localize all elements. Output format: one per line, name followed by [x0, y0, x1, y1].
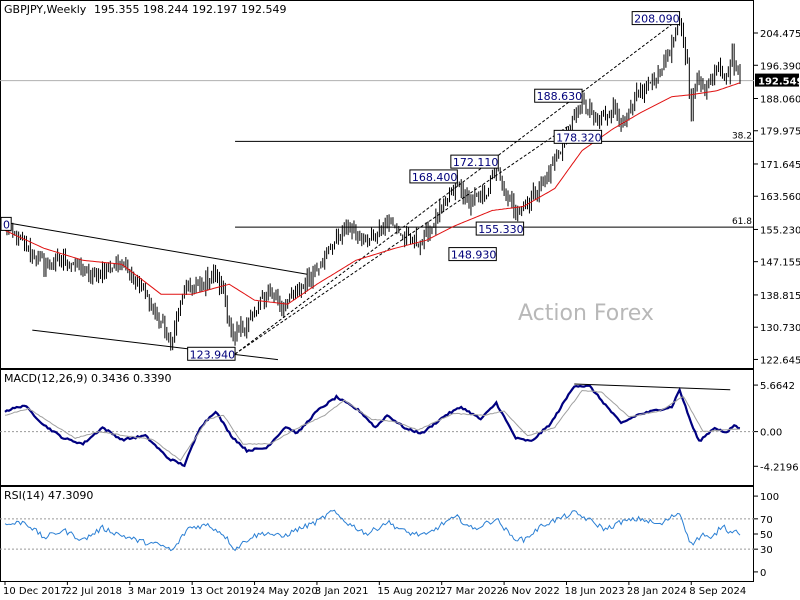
time-axis-label: 15 Aug 2021 — [377, 586, 441, 597]
moving-average-line — [4, 82, 741, 305]
macd-axis-label: 0.00 — [760, 428, 782, 439]
macd-line — [4, 384, 741, 468]
price-axis-label: 138.815 — [760, 291, 800, 302]
rsi-axis-label: 30 — [760, 545, 773, 556]
price-axis-label: 130.730 — [760, 323, 800, 334]
price-axis-label: 179.975 — [760, 127, 800, 138]
macd-axis-label: -4.2196 — [760, 462, 799, 473]
price-level-label: 178.320 — [556, 131, 602, 144]
macd-panel-frame — [0, 369, 754, 486]
current-price-label: 192.549 — [758, 77, 800, 88]
price-axis-label: 155.230 — [760, 225, 800, 236]
price-level-box — [631, 11, 681, 26]
fib-level-label: 38.2 — [732, 131, 752, 141]
time-axis-label: 13 Oct 2019 — [190, 586, 252, 597]
price-level-label: 148.930 — [451, 249, 497, 262]
price-level-box — [0, 216, 12, 231]
time-axis-label: 24 May 2020 — [253, 586, 318, 597]
price-axis-label: 171.645 — [760, 160, 800, 171]
time-axis-label: 3 Jan 2021 — [315, 586, 369, 597]
current-price-tag — [755, 73, 799, 87]
rising-channel-line — [234, 18, 680, 355]
time-axis-label: 6 Nov 2022 — [502, 586, 560, 597]
price-panel: 38.2 61.8 208.090 188.630 178.320 172.110 168.… — [0, 11, 754, 361]
price-level-box — [448, 247, 497, 262]
time-axis-label: 22 Jul 2018 — [65, 586, 122, 597]
time-axis-label: 28 Jan 2024 — [627, 586, 687, 597]
price-level-box — [534, 88, 583, 103]
ohlc-label: 195.355 198.244 192.197 192.549 — [94, 3, 286, 16]
price-level-box — [187, 346, 236, 361]
macd-signal-line — [4, 389, 741, 462]
price-level-box — [409, 169, 458, 184]
macd-panel — [0, 383, 754, 468]
falling-channel-line — [4, 221, 308, 275]
price-level-label: 0 — [3, 218, 10, 231]
macd-title: MACD(12,26,9) 0.3436 0.3390 — [4, 372, 172, 385]
price-level-label: 155.330 — [478, 223, 524, 236]
rsi-axis-label: 50 — [760, 530, 773, 541]
falling-channel-line — [32, 329, 279, 361]
rsi-title: RSI(14) 47.3090 — [4, 489, 93, 502]
time-axis-label: 10 Dec 2017 — [3, 586, 67, 597]
rsi-axis: 100 70 50 30 0 — [754, 492, 779, 579]
price-level-label: 188.630 — [537, 90, 583, 103]
macd-axis-label: 5.6642 — [760, 381, 795, 392]
rsi-axis-label: 0 — [760, 568, 766, 579]
price-level-label: 123.940 — [190, 348, 236, 361]
macd-divergence-line — [574, 383, 731, 391]
fib-level-label: 61.8 — [732, 217, 752, 227]
time-axis-label: 27 Mar 2022 — [440, 586, 503, 597]
rsi-axis-label: 100 — [760, 492, 779, 503]
macd-axis: 5.6642 0.00 -4.2196 — [754, 381, 799, 473]
price-axis-label: 147.155 — [760, 258, 800, 269]
rising-channel-line — [234, 124, 571, 355]
rsi-panel-frame — [0, 486, 754, 582]
rsi-axis-label: 70 — [760, 515, 773, 526]
rsi-panel — [0, 509, 754, 552]
price-level-box — [553, 129, 603, 144]
chart-header: GBPJPY,Weekly 195.355 198.244 192.197 19… — [4, 3, 286, 16]
time-axis-label: 8 Sep 2024 — [689, 586, 746, 597]
price-axis: 122.645 130.730 138.815 147.155 155.230 163.5… — [754, 29, 800, 366]
price-axis-label: 188.060 — [760, 94, 800, 105]
rsi-line — [4, 509, 741, 552]
panel-frames — [0, 0, 754, 582]
time-axis-label: 18 Jun 2023 — [564, 586, 624, 597]
price-axis-label: 196.390 — [760, 61, 800, 72]
time-axis-label: 3 Mar 2019 — [128, 586, 185, 597]
price-axis-label: 122.645 — [760, 355, 800, 366]
price-level-label: 168.400 — [412, 171, 458, 184]
price-level-box — [475, 221, 525, 236]
symbol-label: GBPJPY,Weekly — [4, 3, 87, 16]
price-level-label: 208.090 — [634, 13, 680, 26]
price-level-box — [450, 154, 499, 169]
main-panel-frame — [0, 0, 754, 369]
watermark: Action Forex — [518, 301, 654, 326]
price-level-label: 172.110 — [453, 156, 499, 169]
price-axis-label: 163.560 — [760, 192, 800, 203]
price-axis-label: 204.475 — [760, 29, 800, 40]
price-bars — [4, 18, 741, 351]
